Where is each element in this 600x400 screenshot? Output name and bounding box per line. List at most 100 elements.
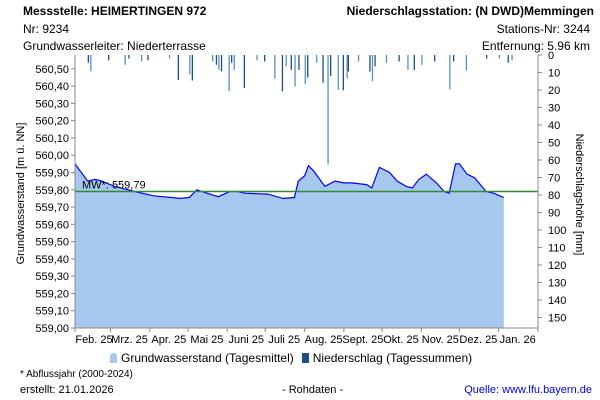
y-tick-label: 559,50 xyxy=(35,237,69,249)
y2-tick-label: 100 xyxy=(548,225,566,237)
y-tick-label: 560,40 xyxy=(35,81,69,93)
precipitation-bar xyxy=(168,55,171,59)
x-tick-label: Jan. 26 xyxy=(500,334,536,346)
precipitation-bar xyxy=(177,55,179,80)
messstelle-title: Messstelle: HEIMERTINGEN 972 xyxy=(23,4,207,18)
precipitation-bar xyxy=(281,55,284,92)
precipitation-bar xyxy=(87,55,89,63)
precipitation-bar xyxy=(413,55,415,70)
x-tick-label: Aug. 25 xyxy=(305,334,343,346)
y-tick-label: 559,10 xyxy=(35,306,69,318)
y-tick-label: 559,80 xyxy=(35,185,69,197)
y2-tick-label: 10 xyxy=(548,68,560,80)
groundwater-line xyxy=(74,163,505,200)
groundwater-area xyxy=(75,163,504,328)
precipitation-bar xyxy=(212,55,214,62)
x-tick-label: Okt. 25 xyxy=(383,334,418,346)
precipitation-bar xyxy=(215,55,218,65)
precipitation-bar xyxy=(498,55,500,59)
y2-tick-label: 70 xyxy=(548,173,560,185)
y2-tick-label: 60 xyxy=(548,155,560,167)
y-tick-label: 559,90 xyxy=(35,167,69,179)
y-tick-label: 559,40 xyxy=(35,254,69,266)
y-tick-label: 560,30 xyxy=(35,98,69,110)
precipitation-bar xyxy=(228,55,230,92)
x-tick-label: Mai 25 xyxy=(190,334,223,346)
x-tick-label: Juni 25 xyxy=(228,334,263,346)
y2-tick-label: 80 xyxy=(548,190,560,202)
precipitation-bar xyxy=(407,55,409,70)
y-tick-label: 560,00 xyxy=(35,150,69,162)
precipitation-bar xyxy=(374,55,376,67)
precipitation-bar xyxy=(371,55,374,82)
x-tick-label: Nov. 25 xyxy=(422,334,459,346)
y-tick-label: 559,60 xyxy=(35,219,69,231)
precipitation-bar xyxy=(256,55,258,61)
x-tick-label: Feb. 25 xyxy=(75,334,112,346)
y2-tick-label: 150 xyxy=(548,313,566,325)
x-tick-label: Apr. 25 xyxy=(151,334,186,346)
source-link[interactable]: Quelle: www.lfu.bayern.de xyxy=(464,384,592,396)
precipitation-bar xyxy=(330,55,332,76)
y-tick-label: 560,10 xyxy=(35,133,69,145)
precipitation-bar xyxy=(294,55,296,87)
precipitation-bar xyxy=(421,55,423,65)
precipitation-bar xyxy=(243,55,245,88)
precipitation-bar xyxy=(357,55,360,62)
y-tick-label: 559,30 xyxy=(35,271,69,283)
precipitation-bar xyxy=(346,55,348,79)
y2-tick-label: 90 xyxy=(548,208,560,220)
station-title: Niederschlagsstation: (N DWD)Memmingen xyxy=(346,4,594,18)
legend-groundwater: Grundwasserstand (Tagesmittel) xyxy=(121,351,294,365)
y2-tick-label: 40 xyxy=(548,120,560,132)
y-tick-label: 559,70 xyxy=(35,202,69,214)
precipitation-bar xyxy=(316,55,318,63)
precipitation-bar xyxy=(434,55,436,62)
y2-tick-label: 110 xyxy=(548,243,566,255)
precipitation-bar xyxy=(108,55,110,61)
precipitation-bar xyxy=(141,55,143,62)
precipitation-bar xyxy=(298,55,300,70)
precipitation-bar xyxy=(385,55,388,63)
precipitation-bar xyxy=(189,55,191,75)
x-tick-label: Dez. 25 xyxy=(459,334,497,346)
precipitation-bar xyxy=(337,55,339,90)
precipitation-bar xyxy=(264,55,266,62)
x-tick-label: Sept. 25 xyxy=(342,334,383,346)
y-tick-label: 559,00 xyxy=(35,323,69,335)
precipitation-bar xyxy=(327,55,329,165)
precipitation-bar xyxy=(398,55,400,62)
messstelle-nr: Nr: 9234 xyxy=(23,22,70,36)
rohdaten-label: - Rohdaten - xyxy=(282,384,344,396)
station-nr: Stations-Nr: 3244 xyxy=(496,22,590,36)
precipitation-bar xyxy=(290,55,292,70)
precipitation-bar xyxy=(465,55,467,71)
y-tick-label: 559,20 xyxy=(35,288,69,300)
precipitation-bar xyxy=(449,55,451,90)
precipitation-bar xyxy=(128,55,130,59)
legend-precipitation: Niederschlag (Tagessummen) xyxy=(312,351,473,365)
precipitation-bar xyxy=(304,55,306,85)
y-tick-label: 560,50 xyxy=(35,64,69,76)
y2-tick-label: 120 xyxy=(548,260,566,272)
y2-axis-label: Niederschlagshöhe [mm] xyxy=(573,134,585,256)
precipitation-bar xyxy=(220,55,223,72)
y2-tick-label: 130 xyxy=(548,278,566,290)
y2-tick-label: 30 xyxy=(548,103,560,115)
precipitation-bar xyxy=(191,55,193,81)
precipitation-bar xyxy=(507,55,509,63)
y2-tick-label: 20 xyxy=(548,85,560,97)
legend-swatch-groundwater xyxy=(110,353,117,363)
precipitation-bar xyxy=(285,55,287,67)
mean-label: MW*: 559,79 xyxy=(82,180,146,192)
precipitation-bar xyxy=(511,55,513,61)
y2-tick-label: 50 xyxy=(548,138,560,150)
precipitation-bar xyxy=(90,55,92,72)
precipitation-bar xyxy=(147,55,149,61)
created-date: erstellt: 21.01.2026 xyxy=(20,384,114,396)
precipitation-bar xyxy=(274,55,276,79)
precipitation-bar xyxy=(486,55,488,59)
precipitation-bar xyxy=(347,55,349,72)
